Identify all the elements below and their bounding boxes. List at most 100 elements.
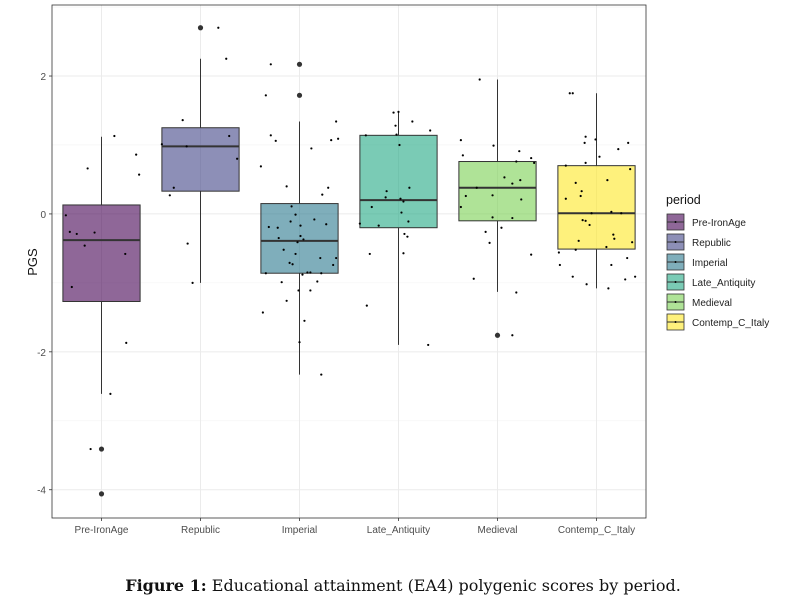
data-point: [319, 256, 322, 260]
caption-text: Educational attainment (EA4) polygenic s…: [206, 576, 681, 595]
data-point: [511, 334, 514, 337]
data-point: [298, 341, 301, 344]
y-tick-label: 0: [40, 210, 46, 221]
data-point: [274, 139, 277, 142]
data-point: [607, 287, 610, 290]
data-point: [320, 373, 323, 376]
data-point: [564, 164, 567, 167]
box-Imperial: [260, 203, 339, 274]
data-point: [83, 244, 86, 247]
data-point: [515, 291, 518, 294]
data-point: [461, 154, 464, 157]
data-point: [310, 147, 313, 150]
data-point: [269, 134, 272, 137]
data-point: [285, 299, 288, 302]
box-Pre-IronAge: [62, 204, 141, 302]
data-point: [68, 230, 71, 233]
data-point: [533, 161, 536, 164]
data-point: [574, 248, 577, 251]
data-point: [617, 148, 620, 151]
data-point: [411, 120, 414, 123]
data-point: [309, 271, 312, 274]
y-tick-label: -4: [37, 486, 46, 497]
legend-label: Imperial: [692, 258, 728, 269]
data-point: [301, 273, 304, 276]
legend-key-point: [674, 301, 677, 303]
data-point: [558, 263, 561, 267]
box-Late_Antiquity: [359, 134, 438, 229]
data-point: [364, 134, 367, 137]
data-point: [588, 223, 591, 227]
data-point: [519, 179, 522, 182]
data-point: [113, 134, 116, 138]
data-point: [288, 261, 291, 264]
y-tick-label: 2: [40, 72, 46, 83]
data-point: [634, 275, 637, 278]
data-point: [520, 198, 523, 201]
data-point: [186, 242, 189, 245]
figure-caption: Figure 1: Educational attainment (EA4) p…: [0, 576, 806, 595]
data-point: [511, 216, 514, 220]
legend-label: Medieval: [692, 298, 732, 309]
data-point: [606, 179, 609, 182]
data-point: [321, 193, 324, 196]
data-point: [584, 135, 587, 138]
data-point: [276, 226, 279, 229]
data-point: [358, 222, 361, 225]
data-point: [584, 219, 587, 222]
data-point: [309, 289, 312, 292]
data-point: [302, 238, 305, 241]
data-point: [627, 141, 630, 145]
data-point: [408, 186, 411, 189]
data-point: [488, 241, 491, 244]
outlier-point: [98, 446, 105, 452]
x-tick-label: Late_Antiquity: [367, 525, 430, 536]
data-point: [478, 78, 481, 81]
data-point: [398, 143, 401, 147]
data-point: [580, 190, 583, 193]
data-point: [579, 194, 582, 198]
data-point: [384, 196, 387, 199]
data-point: [168, 194, 171, 197]
data-point: [365, 304, 368, 307]
legend-key-point: [674, 261, 677, 263]
data-point: [429, 129, 432, 132]
legend-key-point: [674, 281, 677, 283]
data-point: [280, 281, 283, 284]
data-point: [492, 144, 495, 147]
data-point: [584, 161, 587, 164]
data-point: [225, 57, 228, 60]
data-point: [464, 194, 467, 198]
data-point: [291, 263, 294, 266]
data-point: [515, 160, 518, 163]
data-point: [402, 252, 405, 255]
data-point: [629, 168, 632, 171]
data-point: [135, 153, 138, 156]
y-tick-label: -2: [37, 348, 46, 359]
data-point: [335, 120, 338, 123]
y-axis-label: PGS: [25, 248, 40, 276]
data-point: [571, 92, 574, 95]
legend: period Pre-IronAge Republic Imperial Late_A…: [666, 193, 769, 331]
data-point: [277, 236, 280, 240]
data-point: [217, 26, 220, 29]
x-tick-label: Republic: [181, 525, 220, 536]
data-point: [620, 212, 623, 215]
data-point: [368, 252, 371, 256]
data-point: [571, 275, 574, 278]
data-point: [337, 137, 340, 140]
data-point: [397, 110, 400, 113]
data-point: [325, 223, 328, 226]
outlier-point: [197, 25, 204, 31]
data-point: [64, 214, 67, 217]
data-point: [407, 220, 410, 223]
data-point: [427, 343, 430, 347]
data-point: [267, 225, 270, 229]
legend-key-point: [674, 241, 677, 243]
box-Republic: [161, 127, 240, 192]
data-point: [574, 181, 577, 184]
data-point: [290, 205, 293, 208]
data-point: [585, 283, 588, 286]
data-point: [86, 167, 89, 170]
data-point: [459, 205, 462, 209]
